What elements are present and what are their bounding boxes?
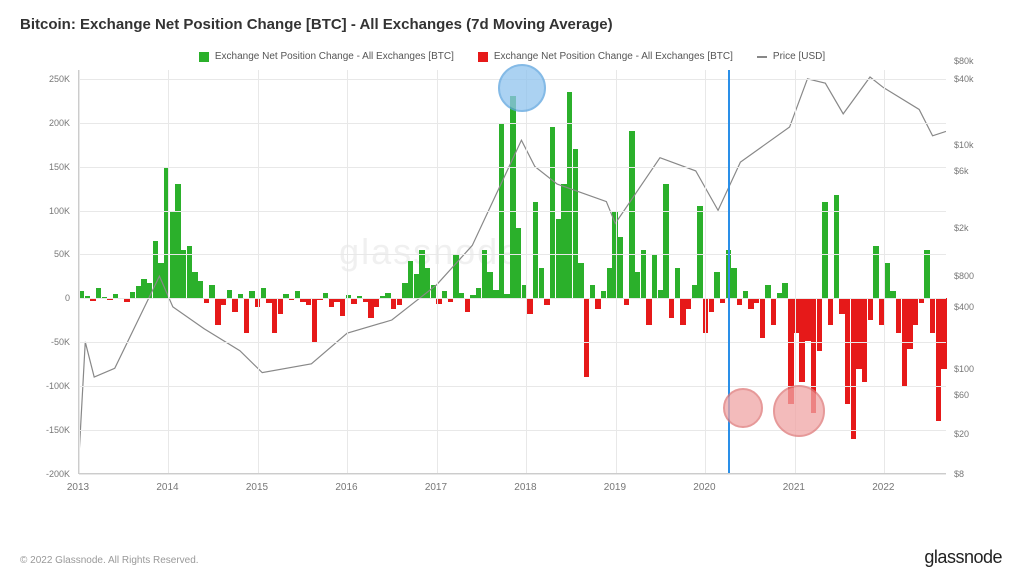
x-tick: 2022 (872, 482, 894, 493)
y-tick-right: $400 (954, 302, 974, 312)
legend-swatch-price (757, 56, 767, 58)
gridline-h (79, 167, 946, 168)
x-tick: 2017 (425, 482, 447, 493)
gridline-h (79, 254, 946, 255)
y-tick-left: 100K (49, 206, 70, 216)
annotation-circle (723, 388, 763, 428)
x-tick: 2015 (246, 482, 268, 493)
legend-swatch-neg (478, 52, 488, 62)
y-tick-left: 200K (49, 118, 70, 128)
y-axis-left: -200K-150K-100K-50K050K100K150K200K250K (32, 70, 74, 474)
gridline-v (79, 70, 80, 473)
legend-label-pos: Exchange Net Position Change - All Excha… (215, 51, 454, 62)
copyright: © 2022 Glassnode. All Rights Reserved. (20, 555, 199, 566)
logo: glassnode (924, 547, 1002, 568)
y-tick-right: $20 (954, 429, 969, 439)
gridline-v (705, 70, 706, 473)
x-tick: 2016 (335, 482, 357, 493)
chart-title: Bitcoin: Exchange Net Position Change [B… (20, 16, 1004, 33)
gridline-h (79, 386, 946, 387)
y-tick-right: $60 (954, 390, 969, 400)
y-tick-left: 50K (54, 249, 70, 259)
y-tick-right: $80k (954, 56, 974, 66)
y-tick-left: -150K (46, 425, 70, 435)
chart-area: -200K-150K-100K-50K050K100K150K200K250K … (32, 70, 992, 500)
x-tick: 2013 (67, 482, 89, 493)
y-tick-right: $800 (954, 271, 974, 281)
legend-label-neg: Exchange Net Position Change - All Excha… (494, 51, 733, 62)
x-tick: 2018 (514, 482, 536, 493)
gridline-v (347, 70, 348, 473)
legend-item-price: Price [USD] (757, 51, 825, 62)
y-tick-right: $6k (954, 166, 969, 176)
annotation-circle (498, 64, 546, 112)
y-tick-right: $100 (954, 364, 974, 374)
legend-swatch-pos (199, 52, 209, 62)
y-axis-right: $8$20$60$100$400$800$2k$6k$10k$40k$80k (950, 70, 992, 474)
legend-item-positive: Exchange Net Position Change - All Excha… (199, 51, 454, 62)
y-tick-left: 250K (49, 74, 70, 84)
x-tick: 2019 (604, 482, 626, 493)
legend-label-price: Price [USD] (773, 51, 825, 62)
y-tick-right: $8 (954, 469, 964, 479)
gridline-v (258, 70, 259, 473)
x-tick: 2014 (156, 482, 178, 493)
gridline-v (168, 70, 169, 473)
gridline-v (884, 70, 885, 473)
gridline-h (79, 474, 946, 475)
y-tick-left: -50K (51, 337, 70, 347)
x-axis: 2013201420152016201720182019202020212022 (78, 478, 946, 500)
gridline-h (79, 298, 946, 299)
y-tick-left: -100K (46, 381, 70, 391)
gridline-h (79, 342, 946, 343)
plot-region: glassnode (78, 70, 946, 474)
annotation-circle (773, 385, 825, 437)
gridline-v (616, 70, 617, 473)
y-tick-left: 150K (49, 162, 70, 172)
legend: Exchange Net Position Change - All Excha… (20, 51, 1004, 62)
y-tick-left: 0 (65, 293, 70, 303)
gridline-v (526, 70, 527, 473)
gridline-h (79, 123, 946, 124)
legend-item-negative: Exchange Net Position Change - All Excha… (478, 51, 733, 62)
x-tick: 2021 (783, 482, 805, 493)
y-tick-left: -200K (46, 469, 70, 479)
y-tick-right: $2k (954, 223, 969, 233)
gridline-v (437, 70, 438, 473)
y-tick-right: $10k (954, 140, 974, 150)
gridline-h (79, 211, 946, 212)
x-tick: 2020 (693, 482, 715, 493)
y-tick-right: $40k (954, 74, 974, 84)
